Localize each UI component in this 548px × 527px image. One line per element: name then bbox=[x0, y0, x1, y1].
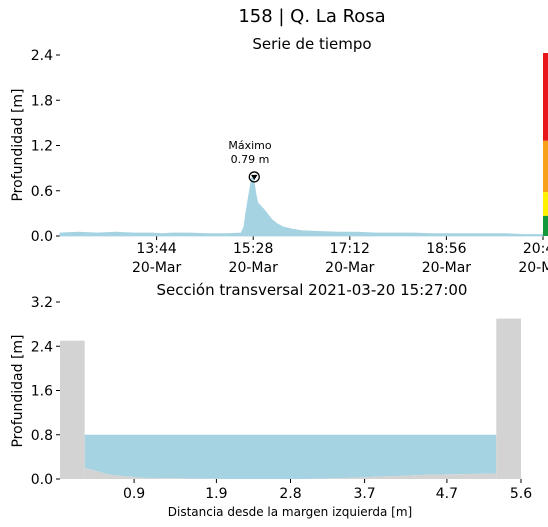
cross-section-x-tick-label: 3.7 bbox=[353, 486, 375, 502]
cross-section-bed bbox=[84, 467, 497, 479]
cross-section-ylabel: Profundidad [m] bbox=[10, 334, 26, 447]
cross-section-plot-area bbox=[60, 318, 521, 479]
cross-section-xlabel: Distancia desde la margen izquierda [m] bbox=[168, 505, 412, 519]
status-segment bbox=[543, 192, 548, 216]
cross-section-y-tick-label: 0.0 bbox=[31, 472, 53, 488]
time-series-y-tick-label: 1.2 bbox=[31, 139, 53, 155]
cross-section-title: Sección transversal 2021-03-20 15:27:00 bbox=[157, 281, 468, 299]
status-color-bar bbox=[543, 53, 548, 236]
time-series-x-tick-time: 17:12 bbox=[330, 241, 370, 257]
status-segment bbox=[543, 53, 548, 141]
time-series-plot-area bbox=[59, 175, 544, 237]
time-series-x-tick-time: 18:56 bbox=[426, 241, 466, 257]
time-series-x-tick-date: 20-Mar bbox=[518, 260, 548, 276]
cross-section-x-axis: 0.9 1.9 2.8 3.7 4.7 5.6 bbox=[123, 479, 532, 502]
peak-marker-triangle bbox=[251, 174, 258, 181]
cross-section-x-tick-label: 2.8 bbox=[279, 486, 301, 502]
time-series-y-tick-label: 1.8 bbox=[31, 93, 53, 109]
time-series-x-tick-date: 20-Mar bbox=[325, 260, 375, 276]
right-bank-wall bbox=[496, 318, 521, 479]
cross-section-y-tick-label: 0.8 bbox=[31, 428, 53, 444]
peak-annotation-value: 0.79 m bbox=[231, 153, 270, 166]
time-series-ylabel: Profundidad [m] bbox=[10, 88, 26, 201]
cross-section-x-tick-label: 0.9 bbox=[123, 486, 145, 502]
time-series-area bbox=[59, 175, 544, 237]
time-series-x-tick-date: 20-Mar bbox=[422, 260, 472, 276]
time-series-y-axis: 0.0 0.6 1.2 1.8 2.4 bbox=[31, 48, 60, 245]
time-series-x-tick-date: 20-Mar bbox=[229, 260, 279, 276]
left-bank-wall bbox=[60, 340, 85, 479]
cross-section-y-tick-label: 3.2 bbox=[31, 295, 53, 311]
cross-section-y-tick-label: 2.4 bbox=[31, 339, 53, 355]
time-series-x-tick-time: 20:40 bbox=[523, 241, 548, 257]
cross-section-chart: Sección transversal 2021-03-20 15:27:00 … bbox=[10, 281, 532, 519]
time-series-x-axis: 13:44 20-Mar 15:28 20-Mar 17:12 20-Mar 18:56 20… bbox=[132, 236, 548, 276]
status-segment bbox=[543, 140, 548, 192]
time-series-x-tick-time: 15:28 bbox=[233, 241, 273, 257]
page-title: 158 | Q. La Rosa bbox=[238, 6, 385, 27]
cross-section-x-tick-label: 4.7 bbox=[436, 486, 458, 502]
cross-section-x-tick-label: 1.9 bbox=[205, 486, 227, 502]
cross-section-water bbox=[84, 434, 497, 479]
cross-section-x-tick-label: 5.6 bbox=[510, 486, 532, 502]
peak-annotation-label: Máximo bbox=[228, 139, 272, 152]
time-series-x-tick-time: 13:44 bbox=[136, 241, 176, 257]
status-segment bbox=[543, 215, 548, 236]
peak-annotation: Máximo 0.79 m bbox=[228, 139, 272, 183]
time-series-title: Serie de tiempo bbox=[252, 35, 371, 53]
cross-section-y-axis: 0.0 0.8 1.6 2.4 3.2 bbox=[31, 295, 60, 488]
time-series-chart: Serie de tiempo Profundidad [m] 0.0 0.6 1.… bbox=[10, 35, 548, 276]
peak-marker-circle bbox=[248, 171, 260, 183]
time-series-y-tick-label: 0.6 bbox=[31, 184, 53, 200]
time-series-y-tick-label: 0.0 bbox=[31, 229, 53, 245]
time-series-x-tick-date: 20-Mar bbox=[132, 260, 182, 276]
cross-section-y-tick-label: 1.6 bbox=[31, 384, 53, 400]
time-series-y-tick-label: 2.4 bbox=[31, 48, 53, 64]
